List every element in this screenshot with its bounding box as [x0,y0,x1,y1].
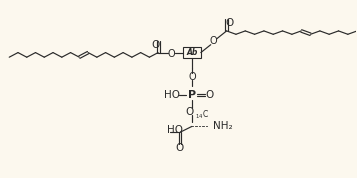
Text: O: O [188,72,196,82]
Text: O: O [151,40,159,50]
Text: O: O [226,18,234,28]
Text: O: O [206,90,214,100]
Text: HO: HO [164,90,180,100]
Text: P: P [188,90,196,100]
Text: O: O [176,143,184,153]
FancyBboxPatch shape [183,47,201,59]
Text: O: O [210,36,217,46]
Text: $\mathregular{_{14}C}$: $\mathregular{_{14}C}$ [195,108,209,121]
Text: O: O [167,49,175,59]
Text: Ab: Ab [186,48,197,57]
Text: HO: HO [167,125,183,135]
Text: O: O [186,107,194,117]
Text: NH₂: NH₂ [213,121,232,131]
